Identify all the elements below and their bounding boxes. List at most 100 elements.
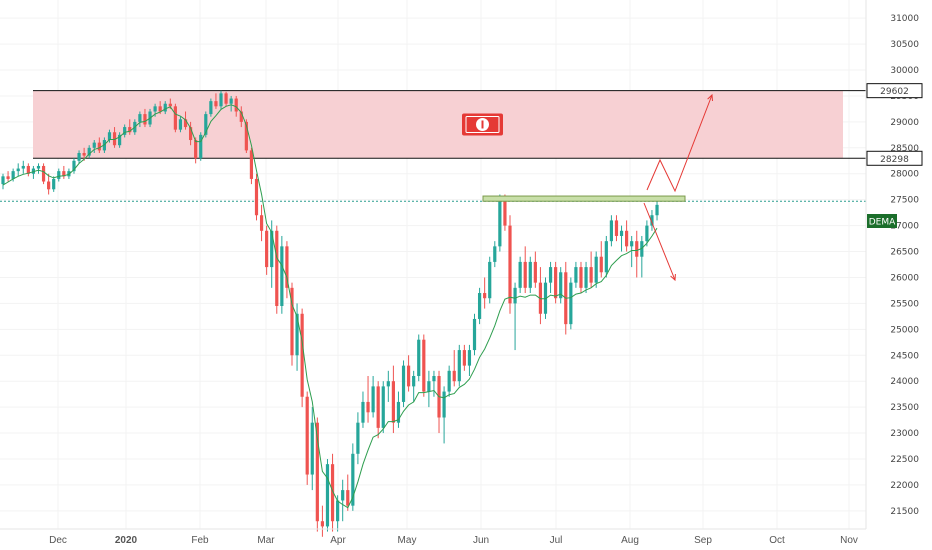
y-tick-label: 24000 (890, 377, 919, 387)
x-tick-label: Mar (257, 535, 275, 546)
x-tick-label: Jul (550, 535, 563, 546)
candle (366, 376, 370, 423)
resistance-box[interactable] (482, 195, 686, 202)
candle-body (655, 204, 659, 216)
candle-body (305, 396, 309, 475)
candle-body (158, 106, 162, 112)
candle (554, 261, 558, 304)
candle-body (472, 318, 477, 351)
candle (325, 458, 330, 532)
candle-body (432, 376, 436, 382)
candle (285, 241, 289, 299)
candle-body (244, 121, 248, 151)
candle-body (584, 267, 588, 288)
y-tick-label: 22000 (890, 481, 919, 491)
candle (219, 90, 223, 109)
x-tick-label: Oct (769, 535, 785, 546)
candle (346, 474, 350, 511)
candle-body (21, 165, 25, 169)
candle-body (128, 127, 132, 133)
candle (518, 256, 522, 294)
dollar-bill-border (465, 115, 500, 133)
candle (178, 116, 183, 133)
candle-body (604, 241, 608, 273)
candle (422, 334, 426, 397)
candle (300, 308, 304, 408)
dema-label: DEMA (867, 214, 897, 228)
candle-body (513, 287, 517, 304)
x-tick-label: May (398, 535, 417, 546)
candle (569, 277, 573, 330)
candle-body (239, 111, 243, 122)
candle (589, 251, 593, 288)
candle-body (290, 287, 294, 356)
candle (315, 417, 319, 532)
candle-body (523, 261, 527, 288)
candle-body (123, 127, 127, 135)
candle (452, 350, 456, 387)
candle-body (625, 230, 629, 247)
candle-body (381, 386, 385, 428)
candle (128, 119, 132, 135)
candle-body (31, 168, 36, 174)
candle (31, 165, 36, 179)
candle-body (503, 199, 507, 226)
arrowhead (707, 93, 713, 102)
candle (630, 235, 634, 268)
x-tick-label: Feb (191, 535, 209, 546)
arrowhead (670, 273, 676, 282)
candle (625, 220, 629, 252)
candle (123, 124, 127, 138)
projection-arrow-path[interactable] (646, 94, 713, 193)
x-axis-ticks: Dec 2020 Feb Mar Apr May Jun Jul Aug Sep Oct Nov (49, 535, 858, 546)
candle (498, 194, 502, 252)
candle (579, 261, 583, 294)
candle-body (26, 165, 30, 174)
y-tick-label: 30500 (890, 40, 919, 50)
candle-body (386, 381, 390, 387)
candle (320, 505, 325, 537)
candle (650, 210, 654, 231)
candle (21, 160, 25, 174)
y-tick-label: 26000 (890, 273, 919, 283)
candle (396, 391, 401, 428)
candle (92, 140, 96, 153)
candle-body (401, 365, 406, 402)
candle-body (619, 230, 624, 236)
candle-body (351, 453, 355, 506)
candle-body (194, 140, 198, 159)
candle-body (107, 132, 112, 141)
candle (143, 108, 147, 128)
candle (457, 344, 461, 387)
candle-body (361, 401, 365, 423)
candle-body (498, 199, 502, 247)
candle-body (599, 256, 603, 273)
candle-body (635, 241, 639, 257)
candle (614, 215, 619, 242)
candle (107, 129, 112, 143)
candle-body (447, 370, 451, 392)
candle-body (11, 171, 15, 179)
y-tick-label: 23500 (890, 403, 919, 413)
candle (447, 365, 451, 397)
candle-body (366, 401, 370, 413)
candle-body (376, 386, 380, 428)
candle (295, 303, 299, 371)
candle (432, 370, 436, 397)
candle (640, 235, 644, 278)
resistance-zone[interactable] (33, 90, 843, 159)
candle-body (579, 267, 583, 288)
y-tick-label: 22500 (890, 455, 919, 465)
projection-arrows[interactable] (643, 93, 713, 282)
candle-body (153, 106, 157, 112)
candle (214, 93, 218, 109)
candle (87, 145, 91, 159)
candle-body (6, 176, 10, 179)
candle-body (204, 114, 208, 135)
price-label-box (866, 83, 923, 99)
candle-body (330, 464, 335, 522)
candle-body (412, 376, 416, 387)
candle (584, 261, 588, 294)
projection-arrow-path[interactable] (643, 202, 676, 281)
